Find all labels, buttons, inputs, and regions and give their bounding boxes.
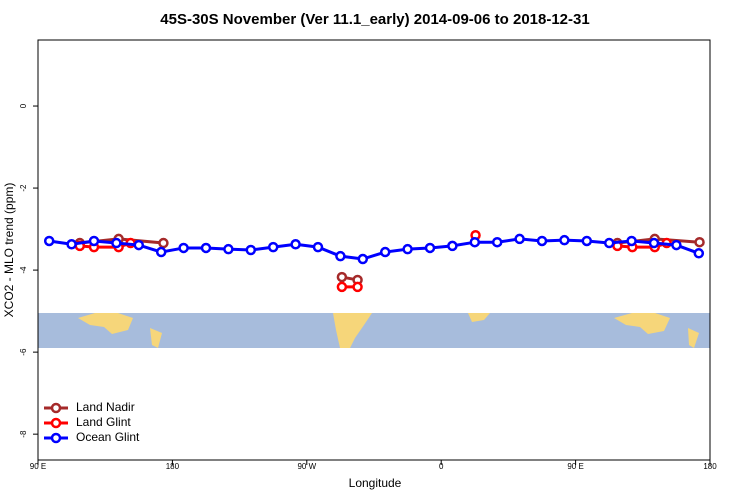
point [223,243,234,255]
chart-title: 45S-30S November (Ver 11.1_early) 2014-0… [160,11,589,28]
point [694,236,705,248]
point [447,240,458,252]
y-tick-label: -4 [19,266,28,274]
legend-marker [50,402,62,414]
point [469,236,481,248]
point [66,239,77,250]
point [245,244,257,256]
point [267,241,279,253]
point [379,246,391,258]
point [43,235,55,247]
legend-marker [50,417,62,429]
legend-label: Land Nadir [76,400,135,414]
point [352,281,363,293]
point [133,239,145,251]
point [671,239,682,251]
point [603,237,615,249]
point [336,281,348,293]
point [312,241,324,253]
x-tick-label: 180 [703,462,717,471]
x-axis-label: Longitude [349,476,402,490]
point [693,248,705,259]
point [335,250,346,262]
point [155,246,167,258]
y-axis-label: XCO2 - MLO trend (ppm) [2,183,16,318]
legend-label: Ocean Glint [76,430,140,444]
legend-marker [50,432,62,444]
y-tick-label: -2 [19,184,28,192]
point [402,243,413,255]
point [200,242,212,254]
point [514,233,525,245]
x-tick-label: 0 [439,462,444,471]
x-tick-label: 90 W [297,462,316,471]
x-tick-label: 90 E [30,462,46,471]
y-tick-label: 0 [19,103,28,108]
legend-label: Land Glint [76,415,131,429]
point [336,271,348,283]
point [491,236,503,248]
point [581,235,593,247]
point [178,242,189,254]
point [158,237,169,249]
x-tick-label: 180 [166,462,180,471]
y-tick-label: -8 [19,430,28,438]
point [111,237,122,249]
point [648,237,660,249]
x-tick-label: 90 E [567,462,583,471]
point [424,242,436,254]
point [536,235,548,247]
y-tick-label: -6 [19,348,28,356]
point [357,253,369,265]
point [559,234,570,246]
point [88,235,100,247]
point [626,235,637,247]
point [290,239,301,250]
map-strip [38,313,710,348]
plot-frame [37,39,711,461]
